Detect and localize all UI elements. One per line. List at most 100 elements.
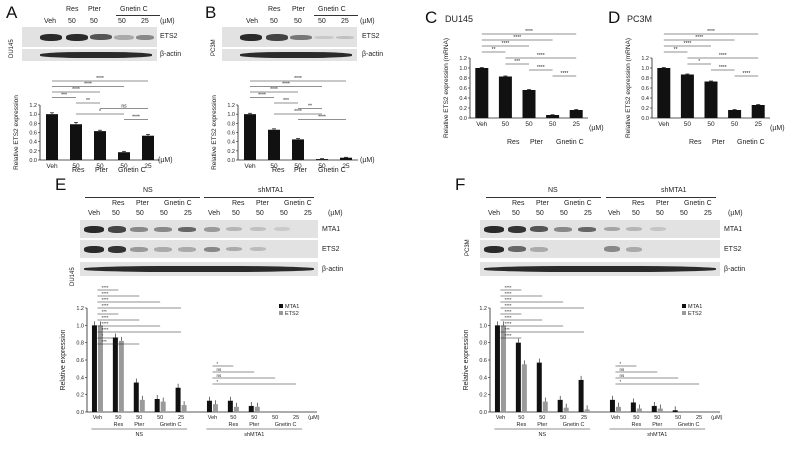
significance-label: **** (258, 93, 266, 99)
panel-label-f: F (455, 175, 466, 194)
y-axis-label: Relative ETS2 expression (211, 95, 218, 170)
significance-label: **** (525, 29, 533, 35)
unit-label: (µM) (770, 125, 785, 132)
significance-label: **** (101, 297, 108, 302)
group-ns: NS (143, 187, 153, 194)
significance-label: **** (294, 76, 302, 82)
y-tick-label: 0.6 (29, 131, 37, 137)
bar-mta1 (112, 337, 118, 412)
y-tick-label: 0.8 (29, 121, 37, 127)
lane-conc: 50 (256, 210, 264, 217)
significance-label: ns (121, 104, 127, 110)
x-treatment-res: Res (507, 139, 520, 146)
y-tick-label: 0.4 (459, 96, 467, 102)
header-conc: 50 (318, 18, 326, 25)
bar-mta1 (133, 382, 139, 412)
bar (46, 114, 58, 160)
blot-label-actin: β-actin (322, 266, 344, 273)
x-tick-label: Veh (611, 415, 620, 421)
significance-label: **** (132, 115, 140, 121)
x-treatment-gnetin: Gnetin C (118, 167, 146, 174)
blot-actin (22, 49, 157, 61)
unit-label: (µM) (589, 125, 604, 132)
lane-conc: 50 (512, 210, 520, 217)
lane-conc: Veh (208, 210, 221, 217)
x-tick-label: 50 (251, 415, 257, 421)
chart-title: DU145 (445, 14, 474, 24)
lane-treatment: Res (112, 200, 125, 207)
bar-mta1 (515, 342, 521, 412)
bar-mta1 (154, 399, 160, 412)
header-pter: Pter (292, 6, 305, 13)
significance-label: **** (743, 71, 751, 77)
lane-conc: 25 (704, 210, 712, 217)
significance-label: ns (216, 373, 222, 378)
bar (316, 159, 328, 160)
x-tick-label: 50 (502, 121, 510, 128)
x-tick-label: 50 (230, 415, 236, 421)
bar (292, 139, 304, 160)
x-tick-label: 50 (157, 415, 163, 421)
significance-label: **** (707, 29, 715, 35)
header-conc: 50 (294, 18, 302, 25)
chart-e: 0.0 0.2 0.4 0.6 0.8 1.0 1.2 Relative expression… (60, 285, 320, 438)
significance-label: **** (561, 71, 569, 77)
group-shmta1: shMTA1 (661, 187, 687, 194)
y-tick-label: 0.2 (227, 149, 235, 155)
significance-label: **** (294, 109, 302, 115)
legend-swatch (279, 311, 283, 315)
bar-ets2 (139, 399, 145, 412)
x-tick-label: Veh (93, 415, 102, 421)
legend-swatch (682, 311, 686, 315)
x-tick-label: Veh (476, 121, 488, 128)
significance-label: *** (504, 327, 510, 332)
lane-treatment: Pter (656, 200, 669, 207)
lane-conc: 50 (232, 210, 240, 217)
bar-ets2 (254, 406, 260, 412)
y-tick-label: 0.0 (29, 158, 37, 164)
significance-label: ns (216, 367, 222, 372)
blot-label-actin: β-actin (160, 51, 182, 58)
blot-label-actin: β-actin (724, 266, 746, 273)
significance-label: * (101, 333, 103, 338)
significance-label: **** (504, 309, 511, 314)
x-treatment-pter: Pter (712, 139, 725, 146)
blot-label-actin: β-actin (362, 51, 384, 58)
legend-label: MTA1 (285, 304, 299, 310)
lane-conc: 50 (136, 210, 144, 217)
x-group-label: shMTA1 (244, 432, 264, 438)
panel-label-d: D (608, 8, 621, 27)
bar-mta1 (630, 402, 636, 412)
y-tick-label: 0.2 (459, 106, 467, 112)
significance-label: **** (504, 321, 511, 326)
lane-conc: 25 (584, 210, 592, 217)
unit-label: (µM) (711, 415, 723, 421)
lane-treatment: Gnetin C (684, 200, 712, 207)
bar-ets2 (118, 340, 124, 412)
x-tick-label: 50 (270, 163, 278, 170)
unit-label: (µM) (308, 415, 320, 421)
header-conc: 50 (68, 18, 76, 25)
lane-treatment: Gnetin C (564, 200, 592, 207)
x-tick-label: 50 (72, 163, 80, 170)
significance-label: **** (101, 303, 108, 308)
blot-label-ets2: ETS2 (160, 33, 178, 40)
significance-label: ** (308, 104, 312, 110)
significance-label: * (216, 379, 218, 384)
blot-label-ets2: ETS2 (362, 33, 380, 40)
header-gnetin: Gnetin C (318, 6, 346, 13)
x-tick-label: 50 (525, 121, 533, 128)
x-group-label: NS (538, 432, 546, 438)
header-veh: Veh (44, 18, 57, 25)
x-treatment-label: Gnetin C (678, 422, 700, 428)
bar-ets2 (657, 408, 663, 412)
y-tick-label: 0.4 (29, 140, 37, 146)
significance-label: *** (514, 59, 520, 65)
significance-label: **** (84, 82, 92, 88)
header-res: Res (268, 6, 281, 13)
x-treatment-pter: Pter (530, 139, 543, 146)
bar (704, 81, 718, 118)
y-axis-label: Relative expression (60, 329, 67, 390)
unit-label: (µM) (160, 18, 175, 25)
cell-line-label: PC3M (465, 239, 471, 256)
